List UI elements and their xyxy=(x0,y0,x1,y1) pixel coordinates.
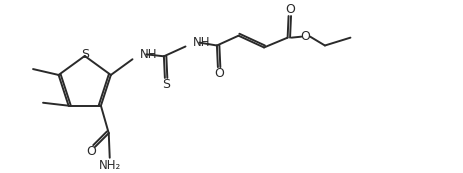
Text: S: S xyxy=(81,48,88,61)
Text: O: O xyxy=(300,30,310,43)
Text: NH: NH xyxy=(193,36,210,49)
Text: O: O xyxy=(86,145,96,158)
Text: NH₂: NH₂ xyxy=(99,159,120,172)
Text: S: S xyxy=(162,78,170,91)
Text: O: O xyxy=(284,3,294,16)
Text: O: O xyxy=(214,67,224,80)
Text: NH: NH xyxy=(140,48,157,61)
